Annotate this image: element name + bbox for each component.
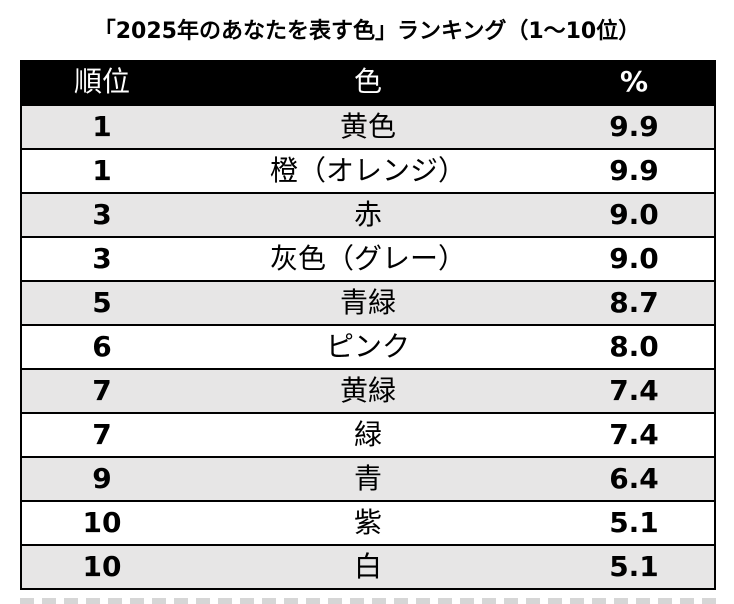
- percent-cell: 8.0: [609, 330, 659, 363]
- rank-cell: 6: [92, 330, 112, 363]
- percent-cell: 9.0: [609, 198, 659, 231]
- color-cell: 灰色（グレー）: [269, 242, 466, 275]
- percent-cell: 9.9: [609, 110, 659, 143]
- color-cell: 白: [353, 550, 382, 583]
- table-row: 3 灰色（グレー） 9.0: [22, 238, 714, 282]
- table-row: 10 紫 5.1: [22, 502, 714, 546]
- color-cell: 緑: [353, 418, 382, 451]
- color-cell: 橙（オレンジ）: [269, 154, 466, 187]
- rank-cell: 1: [92, 154, 112, 187]
- cropped-footnote: [20, 598, 716, 604]
- color-cell: 青緑: [339, 286, 396, 319]
- table-row: 5 青緑 8.7: [22, 282, 714, 326]
- header-rank: 順位: [73, 65, 130, 98]
- percent-cell: 9.9: [609, 154, 659, 187]
- table-row: 1 橙（オレンジ） 9.9: [22, 150, 714, 194]
- rank-cell: 10: [82, 506, 122, 539]
- percent-cell: 8.7: [609, 286, 659, 319]
- percent-cell: 6.4: [609, 462, 659, 495]
- table-row: 7 緑 7.4: [22, 414, 714, 458]
- percent-cell: 5.1: [609, 506, 659, 539]
- rank-cell: 10: [82, 550, 122, 583]
- color-cell: 青: [353, 462, 382, 495]
- color-cell: 黄色: [339, 110, 396, 143]
- table-row: 7 黄緑 7.4: [22, 370, 714, 414]
- color-cell: ピンク: [325, 330, 410, 363]
- percent-cell: 7.4: [609, 374, 659, 407]
- rank-cell: 7: [92, 418, 112, 451]
- chart-title: 「2025年のあなたを表す色」ランキング（1〜10位）: [93, 19, 641, 44]
- percent-cell: 7.4: [609, 418, 659, 451]
- table-row: 10 白 5.1: [22, 546, 714, 590]
- rank-cell: 7: [92, 374, 112, 407]
- color-cell: 紫: [353, 506, 382, 539]
- table-row: 6 ピンク 8.0: [22, 326, 714, 370]
- header-color: 色: [353, 65, 382, 98]
- table-body: 1 黄色 9.9 1 橙（オレンジ） 9.9 3 赤 9.0 3 灰色（グレー） 9.0 5 青緑 8.7 6…: [22, 106, 714, 590]
- rank-cell: 9: [92, 462, 112, 495]
- percent-cell: 5.1: [609, 550, 659, 583]
- header-percent: %: [619, 65, 649, 98]
- color-cell: 黄緑: [339, 374, 396, 407]
- table-header-row: 順位 色 %: [22, 60, 714, 106]
- ranking-table: 順位 色 % 1 黄色 9.9 1 橙（オレンジ） 9.9 3 赤 9.0 3 灰色（グレー） 9.0…: [20, 60, 716, 590]
- rank-cell: 5: [92, 286, 112, 319]
- rank-cell: 1: [92, 110, 112, 143]
- rank-cell: 3: [92, 198, 112, 231]
- color-cell: 赤: [353, 198, 382, 231]
- table-row: 1 黄色 9.9: [22, 106, 714, 150]
- rank-cell: 3: [92, 242, 112, 275]
- table-row: 3 赤 9.0: [22, 194, 714, 238]
- table-row: 9 青 6.4: [22, 458, 714, 502]
- percent-cell: 9.0: [609, 242, 659, 275]
